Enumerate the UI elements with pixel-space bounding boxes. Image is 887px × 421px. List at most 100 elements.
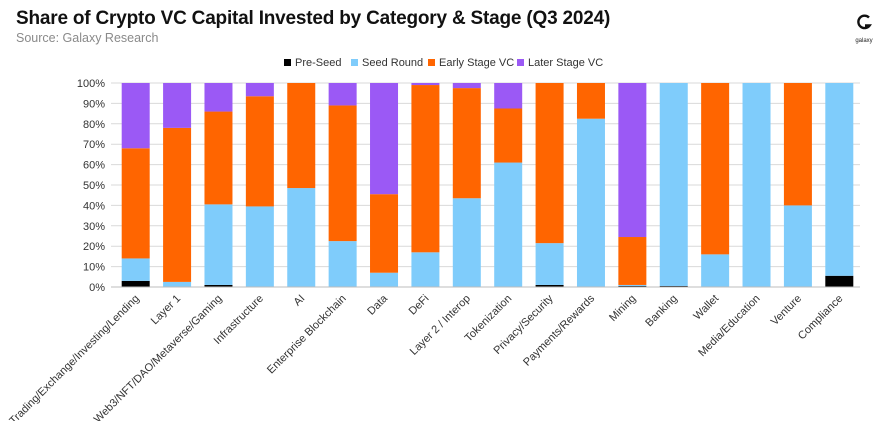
bar-segment-seed-round	[287, 188, 316, 287]
bar-segment-later-stage-vc	[618, 83, 647, 238]
bar-stack	[328, 83, 357, 287]
x-tick-label: Payments/Rewards	[521, 292, 597, 368]
bar-segment-seed-round	[783, 205, 812, 287]
legend-item: Pre-Seed	[284, 57, 341, 69]
bar-segment-seed-round	[535, 243, 564, 285]
galaxy-logo: galaxy	[853, 14, 875, 44]
bar-segment-pre-seed	[204, 284, 233, 287]
bar-segment-seed-round	[328, 241, 357, 287]
bar-stack	[825, 83, 854, 287]
bar-segment-seed-round	[163, 281, 192, 287]
bar-segment-early-stage-vc	[452, 88, 481, 199]
legend-item: Early Stage VC	[428, 57, 514, 69]
bar-segment-early-stage-vc	[783, 83, 812, 206]
bar-segment-early-stage-vc	[204, 111, 233, 205]
bar-segment-seed-round	[576, 118, 605, 287]
legend-label: Pre-Seed	[295, 57, 341, 69]
y-tick-label: 20%	[83, 241, 105, 253]
bar-stack	[411, 83, 440, 287]
x-tick-label: Layer 1	[149, 293, 183, 327]
bar-stack	[659, 83, 688, 287]
bar-segment-pre-seed	[618, 285, 647, 287]
legend-label: Early Stage VC	[439, 57, 514, 69]
x-tick-label: DeFi	[407, 293, 432, 318]
y-tick-label: 40%	[83, 200, 105, 212]
bar-segment-pre-seed	[535, 284, 564, 287]
legend-swatch	[428, 59, 435, 66]
bar-segment-early-stage-vc	[494, 108, 523, 163]
bar-segment-early-stage-vc	[245, 96, 274, 207]
bar-stack	[204, 83, 233, 287]
chart-title: Share of Crypto VC Capital Invested by C…	[16, 8, 611, 29]
y-tick-label: 80%	[83, 119, 105, 131]
y-tick-label: 60%	[83, 160, 105, 172]
y-tick-label: 90%	[83, 98, 105, 110]
bar-stack	[742, 83, 771, 287]
bar-segment-early-stage-vc	[287, 83, 316, 189]
bar-stack	[245, 83, 274, 287]
bar-stack	[287, 83, 316, 287]
bar-segment-later-stage-vc	[204, 83, 233, 112]
x-tick-label: Wallet	[691, 293, 721, 323]
legend-swatch	[517, 59, 524, 66]
bar-segment-early-stage-vc	[618, 237, 647, 285]
bar-stack	[701, 83, 730, 287]
bar-segment-pre-seed	[825, 275, 854, 287]
bar-segment-later-stage-vc	[494, 83, 523, 109]
bar-segment-later-stage-vc	[452, 83, 481, 89]
bar-stack	[618, 83, 647, 287]
bar-segment-seed-round	[742, 83, 771, 287]
logo-text: galaxy	[855, 38, 873, 44]
bar-stack	[370, 83, 399, 287]
bar-stack	[452, 83, 481, 287]
galaxy-logo-icon	[857, 14, 872, 30]
bar-segment-early-stage-vc	[163, 127, 192, 282]
y-tick-label: 100%	[77, 78, 105, 90]
bar-segment-seed-round	[825, 83, 854, 276]
bar-segment-later-stage-vc	[328, 83, 357, 106]
bar-stack	[494, 83, 523, 287]
legend-item: Later Stage VC	[517, 57, 603, 69]
bar-segment-early-stage-vc	[576, 83, 605, 119]
bar-segment-seed-round	[411, 252, 440, 287]
legend: Pre-Seed Seed Round Early Stage VC Later St…	[284, 57, 603, 69]
y-tick-label: 30%	[83, 221, 105, 233]
y-tick-label: 50%	[83, 180, 105, 192]
bar-segment-pre-seed	[121, 280, 150, 287]
bar-segment-early-stage-vc	[370, 194, 399, 273]
legend-item: Seed Round	[351, 57, 423, 69]
bar-segment-later-stage-vc	[121, 83, 150, 149]
bar-segment-seed-round	[659, 83, 688, 286]
bar-segment-pre-seed	[659, 285, 688, 287]
legend-swatch	[351, 59, 358, 66]
bar-segment-seed-round	[701, 254, 730, 287]
x-tick-label: Venture	[769, 293, 804, 328]
bar-segment-seed-round	[121, 258, 150, 281]
x-tick-label: Mining	[607, 293, 638, 324]
bar-stack	[121, 83, 150, 287]
bar-segment-early-stage-vc	[411, 85, 440, 253]
bar-segment-seed-round	[245, 206, 274, 287]
legend-swatch	[284, 59, 291, 66]
bar-stack	[163, 83, 192, 287]
y-tick-label: 70%	[83, 139, 105, 151]
bar-segment-seed-round	[494, 162, 523, 287]
bar-segment-seed-round	[618, 284, 647, 286]
bar-segment-later-stage-vc	[163, 83, 192, 128]
bar-segment-early-stage-vc	[121, 148, 150, 259]
bar-segment-early-stage-vc	[535, 83, 564, 244]
bar-segment-later-stage-vc	[245, 83, 274, 97]
x-tick-label: Compliance	[796, 293, 846, 343]
bar-stack	[783, 83, 812, 287]
y-tick-label: 10%	[83, 262, 105, 274]
bar-segment-later-stage-vc	[370, 83, 399, 195]
bar-segment-early-stage-vc	[328, 105, 357, 242]
bar-segment-seed-round	[204, 204, 233, 285]
y-axis: 0% 10% 20% 30% 40% 50% 60% 70% 80% 90% 100%	[77, 78, 105, 294]
chart-source: Source: Galaxy Research	[16, 31, 159, 45]
bar-segment-early-stage-vc	[701, 83, 730, 255]
y-tick-label: 0%	[89, 282, 105, 294]
x-tick-label: Data	[365, 292, 391, 318]
bar-segment-later-stage-vc	[411, 83, 440, 86]
x-tick-label: Enterprise Blockchain	[265, 293, 349, 377]
